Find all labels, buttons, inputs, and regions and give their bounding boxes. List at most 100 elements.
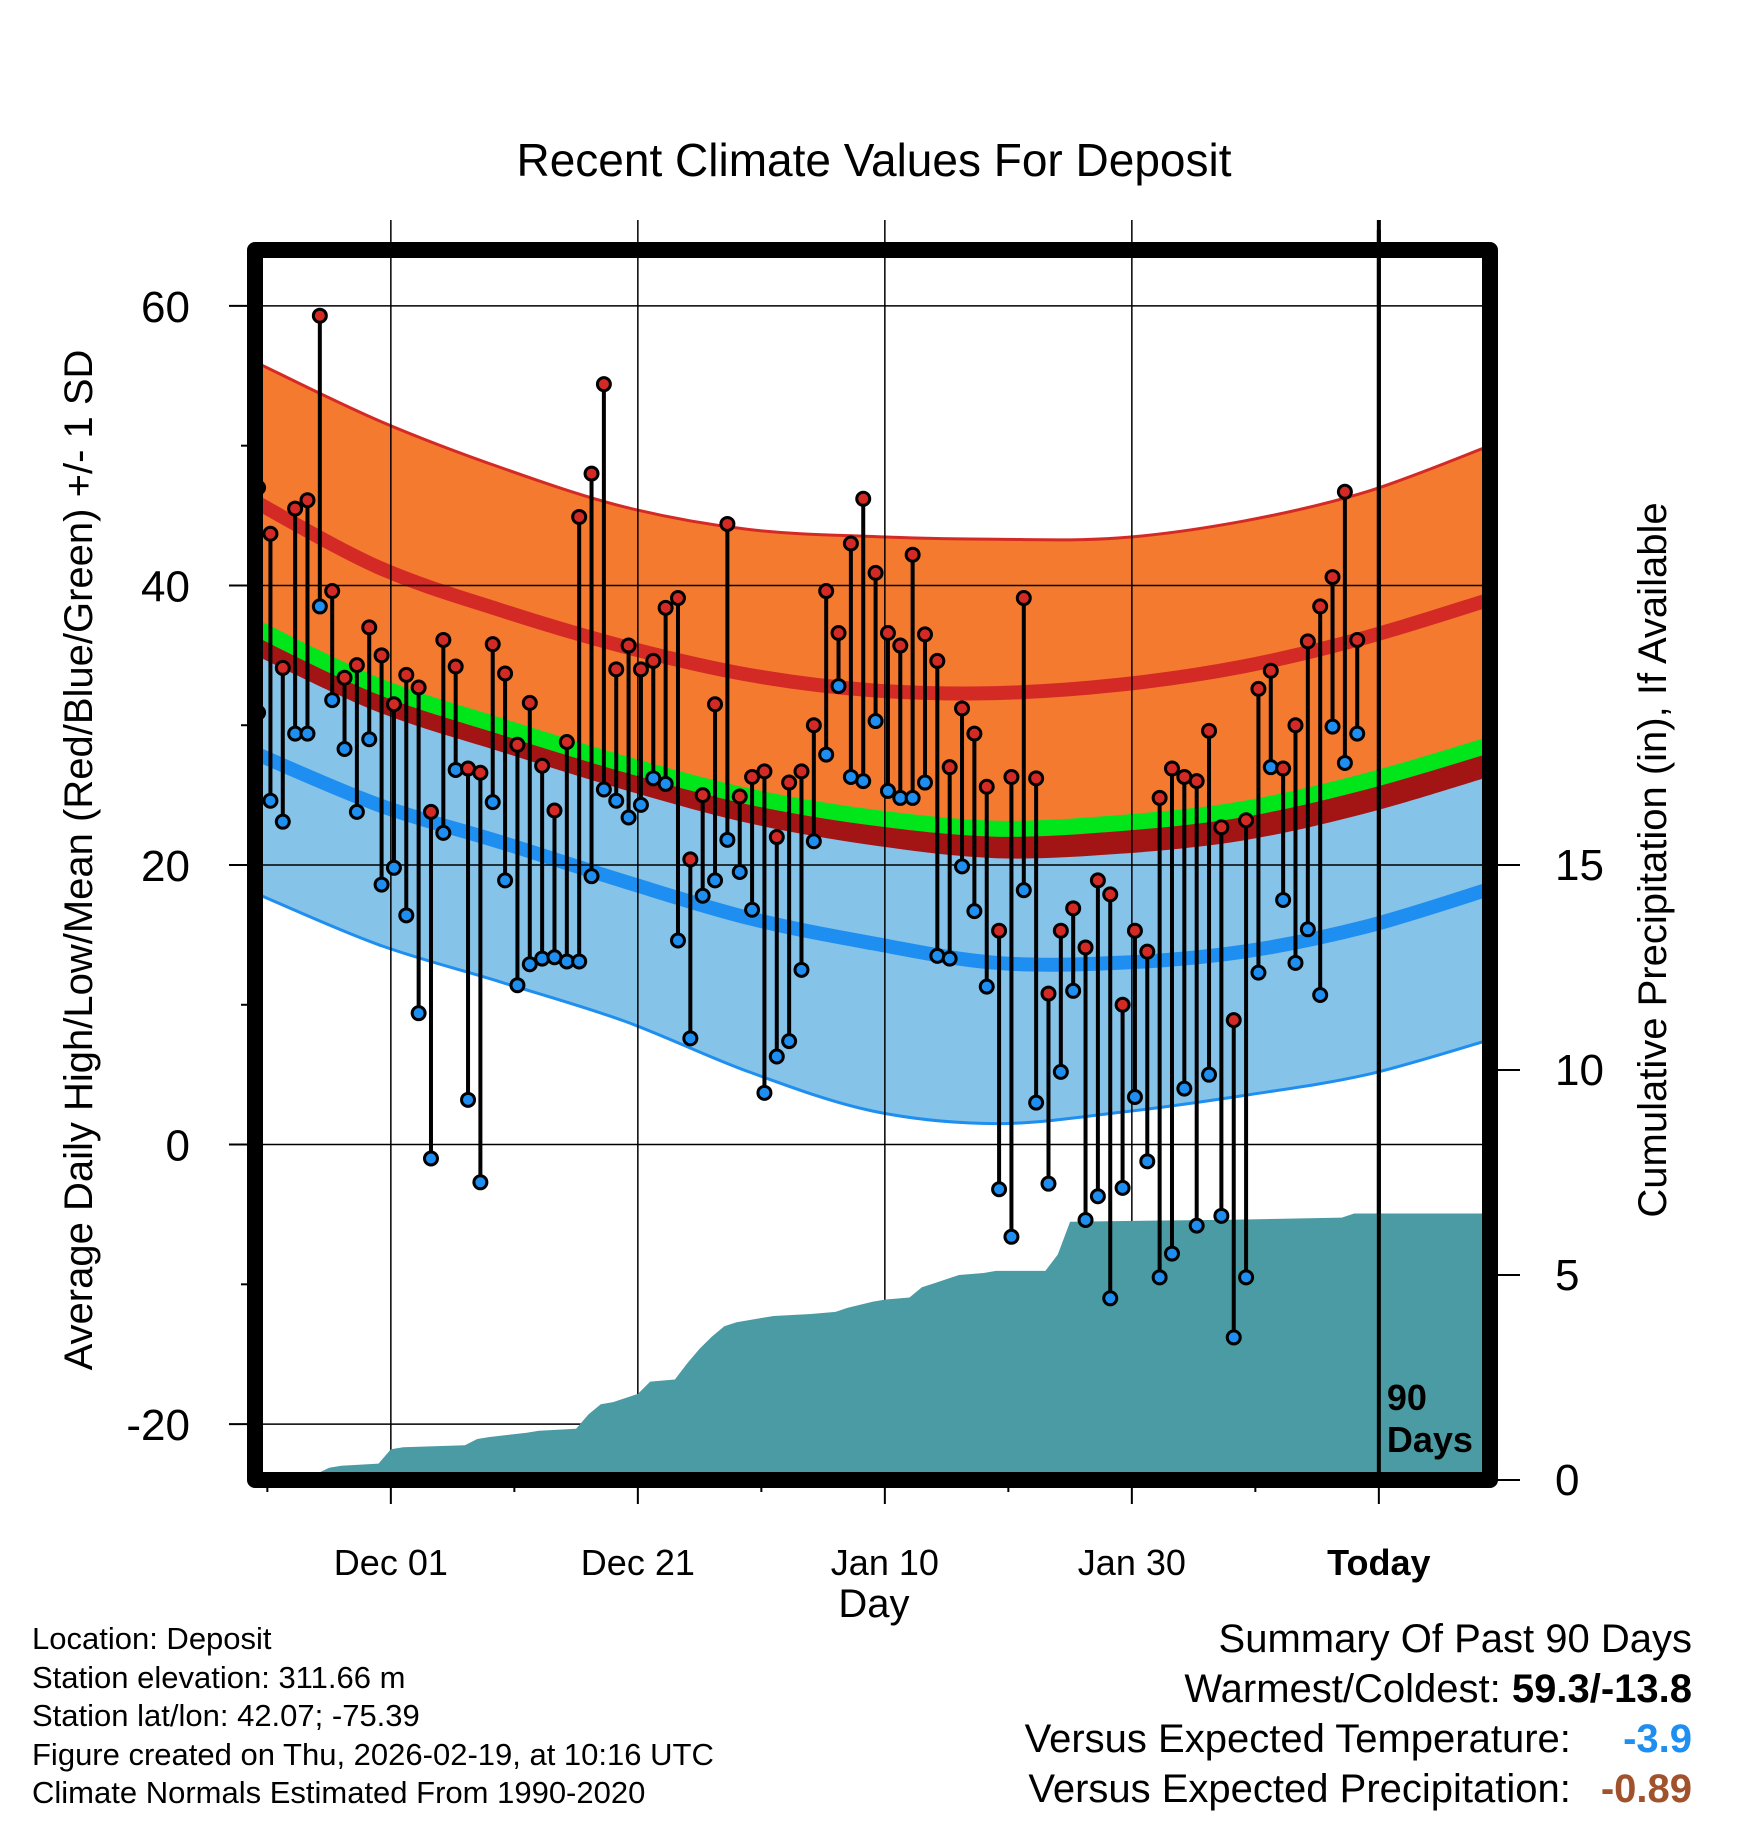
daily-high-marker [1015,590,1032,607]
daily-low-marker [398,907,415,924]
daily-high-marker [299,492,316,509]
y2-tick-label: 10 [1555,1046,1604,1095]
daily-low-marker [361,731,378,748]
daily-high-marker [1028,770,1045,787]
daily-high-marker [410,679,427,696]
daily-low-marker [262,792,279,809]
precip-area [304,230,1490,1480]
daily-high-marker [978,778,995,795]
daily-low-marker [954,858,971,875]
daily-low-marker [1213,1207,1230,1224]
daily-high-marker [373,647,390,664]
daily-high-marker [336,669,353,686]
temp-value: -3.9 [1623,1717,1692,1761]
daily-high-marker [361,619,378,636]
daily-low-marker [1336,754,1353,771]
daily-low-marker [1176,1080,1193,1097]
daily-high-marker [1287,717,1304,734]
daily-low-marker [1040,1175,1057,1192]
station-info: Location: Deposit Station elevation: 311… [32,1620,714,1813]
daily-low-marker [521,956,538,973]
daily-low-marker [1102,1290,1119,1307]
daily-high-marker [1151,789,1168,806]
daily-low-marker [818,746,835,763]
daily-low-marker [1312,986,1329,1003]
daily-low-marker [435,824,452,841]
daily-low-marker [1349,725,1366,742]
daily-low-marker [1139,1153,1156,1170]
y-tick-label: 40 [141,562,190,611]
y-tick-label: 0 [166,1122,190,1171]
daily-low-marker [299,725,316,742]
created-text: Figure created on Thu, 2026-02-19, at 10… [32,1736,714,1772]
x-tick-label: Today [1327,1542,1430,1583]
daily-high-marker [669,590,686,607]
daily-low-marker [608,792,625,809]
latlon-text: Station lat/lon: 42.07; -75.39 [32,1698,420,1733]
daily-high-marker [595,376,612,393]
daily-high-marker [534,757,551,774]
daily-high-marker [1349,631,1366,648]
daily-low-marker [694,887,711,904]
summary-precip-row: Versus Expected Precipitation: -0.89 [1025,1764,1692,1814]
daily-low-marker [830,678,847,695]
daily-high-marker [262,525,279,542]
axis-ticks: -20 0 20 40 60 0 5 10 15 Dec 01 Dec 21 Jan 10 Jan 30… [126,283,1604,1583]
daily-low-marker [657,775,674,792]
daily-high-marker [1003,768,1020,785]
summary-panel: Summary Of Past 90 Days Warmest/Coldest:… [1025,1614,1692,1814]
daily-low-marker [595,781,612,798]
daily-low-marker [916,774,933,791]
daily-high-marker [1324,569,1341,586]
daily-low-marker [793,961,810,978]
daily-high-marker [1312,598,1329,615]
daily-low-marker [1015,882,1032,899]
daily-low-marker [867,713,884,730]
daily-high-marker [879,624,896,641]
normal-high-band [255,361,1490,694]
warmest-value: 59.3/-13.8 [1511,1667,1692,1711]
daily-high-marker [929,652,946,669]
y-tick-label: 60 [141,283,190,332]
normal-low-band [255,753,1490,1124]
daily-high-marker [1139,943,1156,960]
y-axis-label-right: Cumulative Precipitation (in), If Availa… [1631,502,1675,1217]
daily-high-marker [1052,922,1069,939]
summary-warmest-row: Warmest/Coldest: 59.3/-13.8 [1025,1664,1692,1714]
daily-high-marker [954,700,971,717]
x-tick-label: Jan 10 [831,1542,939,1583]
y-axis-label-left: Average Daily High/Low/Mean (Red/Blue/Gr… [57,350,101,1371]
daily-high-marker [916,626,933,643]
daily-high-marker [287,500,304,517]
daily-low-marker [632,796,649,813]
daily-high-marker [632,661,649,678]
daily-high-marker [867,564,884,581]
daily-high-marker [435,631,452,648]
daily-low-marker [324,692,341,709]
x-tick-label: Dec 21 [581,1542,695,1583]
daily-low-marker [1052,1063,1069,1080]
daily-high-marker [805,717,822,734]
low-lower-line [255,891,1490,1126]
daily-low-marker [707,872,724,889]
daily-high-marker [274,659,291,676]
daily-low-marker [373,876,390,893]
cumulative-precip-fill [304,1213,1490,1480]
daily-range-stems [256,315,1360,1338]
daily-high-marker [793,763,810,780]
daily-high-marker [1077,939,1094,956]
normal-bands [255,360,1490,1126]
summary-temp-row: Versus Expected Temperature: -3.9 [1025,1714,1692,1764]
daily-high-marker [1201,722,1218,739]
daily-low-marker [1077,1212,1094,1229]
daily-low-marker [1028,1094,1045,1111]
daily-high-marker [781,774,798,791]
daily-high-marker [1250,680,1267,697]
daily-high-marker [842,535,859,552]
summary-heading: Summary Of Past 90 Days [1218,1617,1692,1661]
daily-high-marker [497,665,514,682]
daily-high-marker [324,583,341,600]
warmest-label: Warmest/Coldest: [1184,1667,1501,1711]
daily-low-marker [1250,964,1267,981]
daily-low-marker [1163,1245,1180,1262]
